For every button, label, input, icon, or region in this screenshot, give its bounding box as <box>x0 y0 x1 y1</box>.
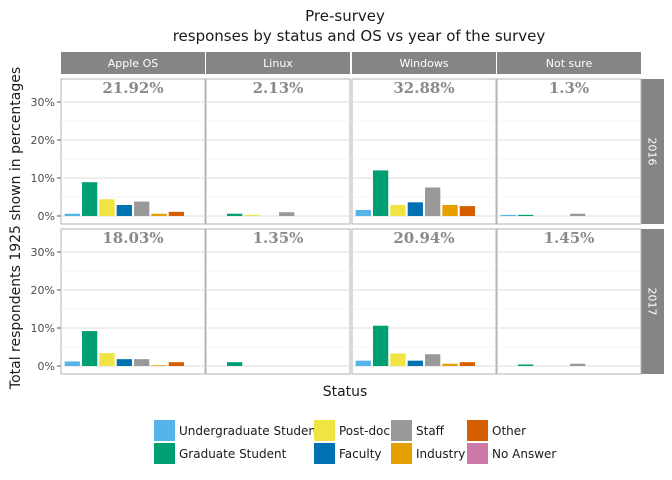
facet-strip-column <box>352 52 496 74</box>
y-tick-label: 10% <box>31 172 55 185</box>
bar-industry <box>151 365 167 366</box>
bar-staff <box>134 359 150 366</box>
panel-total-label: 2.13% <box>253 79 304 97</box>
bar-graduate-student <box>226 213 243 216</box>
bar-faculty <box>116 204 132 216</box>
y-tick-label: 20% <box>31 284 55 297</box>
bar-post-doc <box>244 214 260 216</box>
bar-undergraduate-student <box>355 360 371 366</box>
legend-swatch <box>314 420 335 441</box>
bar-other <box>459 206 476 216</box>
y-tick-label: 20% <box>31 134 55 147</box>
legend-swatch <box>154 443 175 464</box>
bar-staff <box>570 363 586 366</box>
legend-swatch <box>391 443 412 464</box>
bar-staff <box>425 187 441 216</box>
bar-graduate-student <box>81 331 98 366</box>
bar-staff <box>425 354 441 366</box>
facet-strip-label: Not sure <box>546 57 593 70</box>
bar-faculty <box>116 359 132 366</box>
panel-total-label: 21.92% <box>102 79 163 97</box>
bar-staff <box>570 213 586 216</box>
bar-post-doc <box>390 353 406 366</box>
legend-swatch <box>467 443 488 464</box>
legend-swatch <box>391 420 412 441</box>
legend-swatch <box>314 443 335 464</box>
y-tick-label: 10% <box>31 322 55 335</box>
legend-label: Graduate Student <box>179 447 287 461</box>
facet-strip-label: 2017 <box>646 288 659 316</box>
bar-staff <box>279 212 295 216</box>
facet-panel <box>205 228 351 375</box>
bar-faculty <box>407 360 423 366</box>
bar-graduate-student <box>372 325 389 366</box>
facet-strip-label: 2016 <box>646 138 659 166</box>
y-tick-label: 30% <box>31 246 55 259</box>
bar-post-doc <box>99 353 115 366</box>
bar-graduate-student <box>81 182 98 216</box>
bar-faculty <box>407 202 423 216</box>
y-tick-label: 30% <box>31 96 55 109</box>
facet-strip-column <box>206 52 350 74</box>
bar-graduate-student <box>226 362 243 366</box>
bar-undergraduate-student <box>500 214 516 216</box>
bar-post-doc <box>390 204 406 216</box>
y-tick-label: 0% <box>38 210 55 223</box>
facet-strip-label: Apple OS <box>108 57 158 70</box>
bar-other <box>168 211 185 216</box>
legend-label: Post-doc <box>339 424 390 438</box>
facet-strip-label: Windows <box>399 57 448 70</box>
legend-label: Industry <box>416 447 465 461</box>
facet-strip-row <box>641 79 664 224</box>
chart-title: Pre-survey <box>305 7 385 25</box>
legend-label: No Answer <box>492 447 556 461</box>
legend-swatch <box>154 420 175 441</box>
bar-graduate-student <box>372 170 389 216</box>
legend-label: Staff <box>416 424 445 438</box>
panel-total-label: 32.88% <box>393 79 454 97</box>
bar-staff <box>134 201 150 216</box>
bar-industry <box>151 213 167 216</box>
bar-industry <box>442 363 458 366</box>
bar-other <box>168 362 185 366</box>
bar-graduate-student <box>517 214 534 216</box>
bar-industry <box>442 204 458 216</box>
bar-other <box>459 362 476 366</box>
facet-strip-row <box>641 229 664 374</box>
y-axis-title: Total respondents 1925 shown in percenta… <box>8 67 24 390</box>
facet-panel <box>496 78 642 225</box>
facet-strip-label: Linux <box>263 57 293 70</box>
legend-swatch <box>467 420 488 441</box>
facet-panel <box>496 228 642 375</box>
panel-total-label: 20.94% <box>393 229 454 247</box>
bar-graduate-student <box>517 364 534 366</box>
panel-total-label: 1.45% <box>544 229 595 247</box>
panel-total-label: 1.35% <box>253 229 304 247</box>
x-axis-title: Status <box>323 384 368 400</box>
y-tick-label: 0% <box>38 360 55 373</box>
bar-post-doc <box>99 199 115 216</box>
legend-label: Other <box>492 424 526 438</box>
facet-panel <box>205 78 351 225</box>
bar-undergraduate-student <box>355 209 371 216</box>
facet-strip-column <box>61 52 205 74</box>
panel-total-label: 1.3% <box>549 79 589 97</box>
legend-label: Undergraduate Student <box>179 424 321 438</box>
legend-label: Faculty <box>339 447 382 461</box>
bar-undergraduate-student <box>64 361 80 366</box>
facet-strip-column <box>497 52 641 74</box>
bar-undergraduate-student <box>64 213 80 216</box>
panel-total-label: 18.03% <box>102 229 163 247</box>
chart-subtitle: responses by status and OS vs year of th… <box>173 27 546 45</box>
